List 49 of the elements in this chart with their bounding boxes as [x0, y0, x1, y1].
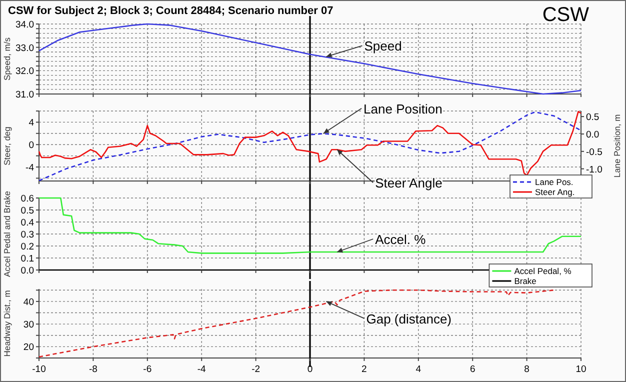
y-tick-label: 20 [23, 342, 34, 354]
legend-label: Accel Pedal, % [514, 266, 572, 276]
y-tick-label: 32.0 [16, 66, 34, 78]
y-tick-label: 4 [28, 118, 34, 129]
line-series [38, 289, 555, 358]
annotation: Gap (distance) [366, 311, 452, 326]
annotation: Lane Position [364, 101, 442, 116]
y-tick-label: 0.0 [20, 266, 34, 276]
y-tick-label: 0.4 [20, 218, 34, 228]
y-axis-title: Headway Dist., m [2, 290, 12, 357]
y-axis-title: Steer, deg [2, 126, 12, 166]
x-tick-label: 0 [307, 364, 313, 375]
y-tick-label: 0 [28, 140, 34, 152]
y-tick-label: -4 [26, 162, 34, 174]
y2-tick-label: 0.0 [586, 129, 600, 140]
y-axis-title: Speed, m/s [2, 38, 12, 80]
legend-label: Brake [514, 276, 537, 286]
y-tick-label: 33.0 [16, 42, 34, 54]
y2-tick-label: -0.5 [586, 146, 602, 158]
x-tick-label: 2 [362, 364, 367, 375]
y-tick-label: 30 [23, 320, 34, 331]
x-tick-label: -6 [143, 364, 152, 375]
chart-title: CSW for Subject 2; Block 3; Count 28484; Scenario number 07 [8, 5, 334, 17]
annotation: Accel. % [375, 232, 426, 247]
x-tick-label: -10 [32, 364, 46, 375]
y-tick-label: 0.5 [20, 206, 34, 216]
annotation: Speed [364, 38, 402, 54]
y2-tick-label: 0.5 [586, 112, 600, 124]
y-tick-label: 0.1 [20, 254, 34, 264]
x-tick-label: 4 [416, 364, 422, 375]
y-tick-label: 31.0 [16, 90, 34, 100]
x-tick-label: -2 [252, 364, 260, 375]
y2-tick-label: -1.0 [586, 164, 602, 176]
x-tick-label: -4 [197, 364, 206, 375]
legend-label: Steer Ang. [535, 187, 575, 197]
x-tick-label: 8 [524, 364, 530, 375]
y-tick-label: 40 [23, 296, 34, 308]
x-tick-label: 6 [470, 364, 476, 375]
line-series [38, 23, 582, 95]
annotation: CSW [542, 4, 590, 26]
y-tick-label: 0.2 [20, 242, 34, 252]
y-tick-label: 0.3 [20, 230, 34, 240]
y-tick-label: 34.0 [16, 20, 34, 30]
y2-axis-title: Lane Position, m [612, 114, 622, 178]
y-axis-title: Accel Pedal and Brake [2, 190, 12, 277]
x-tick-label: -8 [88, 364, 98, 375]
x-tick-label: 10 [576, 364, 586, 375]
y-tick-label: 0.6 [20, 194, 34, 204]
legend-label: Lane Pos. [535, 177, 574, 187]
